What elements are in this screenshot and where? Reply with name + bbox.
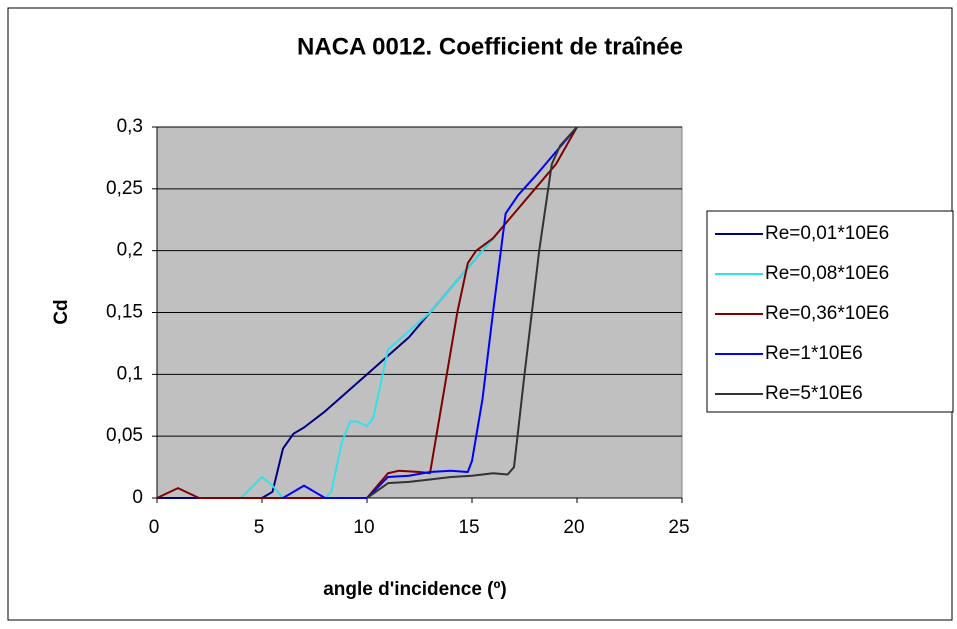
- legend-box: [706, 210, 954, 413]
- x-tick-label: 0: [149, 517, 160, 538]
- x-tick-label: 15: [458, 517, 479, 538]
- series-line: [366, 126, 578, 499]
- x-tick-label: 10: [353, 517, 374, 538]
- y-axis-label: Cd: [51, 299, 72, 324]
- y-tick-label: 0: [132, 487, 143, 508]
- series-line: [282, 126, 578, 499]
- y-tick-label: 0,3: [117, 116, 143, 137]
- y-tick-label: 0,2: [117, 240, 143, 261]
- x-tick-label: 25: [668, 517, 689, 538]
- x-tick-label: 20: [563, 517, 584, 538]
- legend-label: Re=5*10E6: [765, 383, 863, 404]
- y-tick-label: 0,15: [106, 302, 143, 323]
- chart-title: NACA 0012. Coefficient de traînée: [297, 33, 683, 60]
- legend-label: Re=0,08*10E6: [765, 263, 889, 284]
- x-axis-label: angle d'incidence (º): [323, 579, 507, 600]
- y-tick-label: 0,25: [106, 178, 143, 199]
- series-line: [240, 237, 494, 499]
- y-tick-label: 0,1: [117, 363, 143, 384]
- y-tick-label: 0,05: [106, 425, 143, 446]
- x-tick-label: 5: [254, 517, 265, 538]
- legend-label: Re=0,01*10E6: [765, 223, 889, 244]
- legend-label: Re=1*10E6: [765, 343, 863, 364]
- legend-label: Re=0,36*10E6: [765, 303, 889, 324]
